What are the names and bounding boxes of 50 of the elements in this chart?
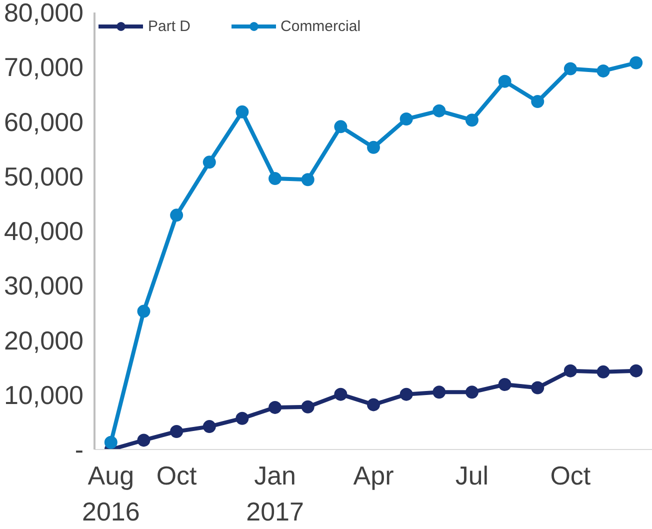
point — [301, 173, 314, 186]
point — [170, 208, 184, 222]
point — [104, 436, 118, 449]
point — [236, 105, 249, 118]
point — [137, 434, 150, 447]
y-tick-label: 40,000 — [4, 216, 84, 246]
x-tick-label: Aug 2016 — [82, 460, 140, 526]
point — [400, 388, 413, 401]
y-tick-label: 60,000 — [4, 106, 84, 137]
point — [564, 364, 577, 378]
y-tick-label: - — [74, 434, 84, 464]
legend-label: Commercial — [280, 18, 361, 34]
point — [301, 400, 314, 414]
point — [465, 386, 478, 399]
point — [334, 120, 348, 134]
point — [596, 64, 610, 78]
point — [236, 412, 249, 425]
x-tick-label: Oct — [156, 460, 198, 490]
point — [465, 114, 478, 127]
point — [367, 140, 380, 154]
y-tick-label: 70,000 — [4, 52, 84, 82]
point — [137, 304, 150, 318]
point — [531, 95, 544, 108]
point — [531, 381, 544, 394]
x-tick-label: Jan 2017 — [246, 460, 304, 526]
point — [498, 378, 512, 391]
x-tick-label: Jul — [455, 460, 489, 490]
point — [400, 112, 413, 126]
point — [432, 386, 446, 399]
point — [630, 364, 643, 378]
y-tick-label: 20,000 — [4, 325, 84, 356]
point — [268, 172, 282, 186]
point — [498, 74, 512, 88]
point — [367, 398, 380, 412]
x-tick-label: Oct — [550, 460, 592, 490]
y-tick-label: 80,000 — [4, 0, 84, 28]
point — [170, 424, 184, 438]
y-tick-label: 30,000 — [4, 270, 84, 301]
point — [432, 104, 446, 118]
x-tick-label: Apr — [353, 460, 394, 490]
point — [564, 62, 577, 76]
y-tick-label: 10,000 — [4, 380, 84, 410]
point — [596, 365, 610, 378]
legend-label: Part D — [148, 18, 191, 34]
y-tick-label: 50,000 — [4, 161, 84, 192]
point — [334, 388, 348, 401]
point — [268, 400, 282, 414]
point — [630, 56, 643, 70]
point — [202, 156, 216, 169]
point — [202, 420, 216, 434]
